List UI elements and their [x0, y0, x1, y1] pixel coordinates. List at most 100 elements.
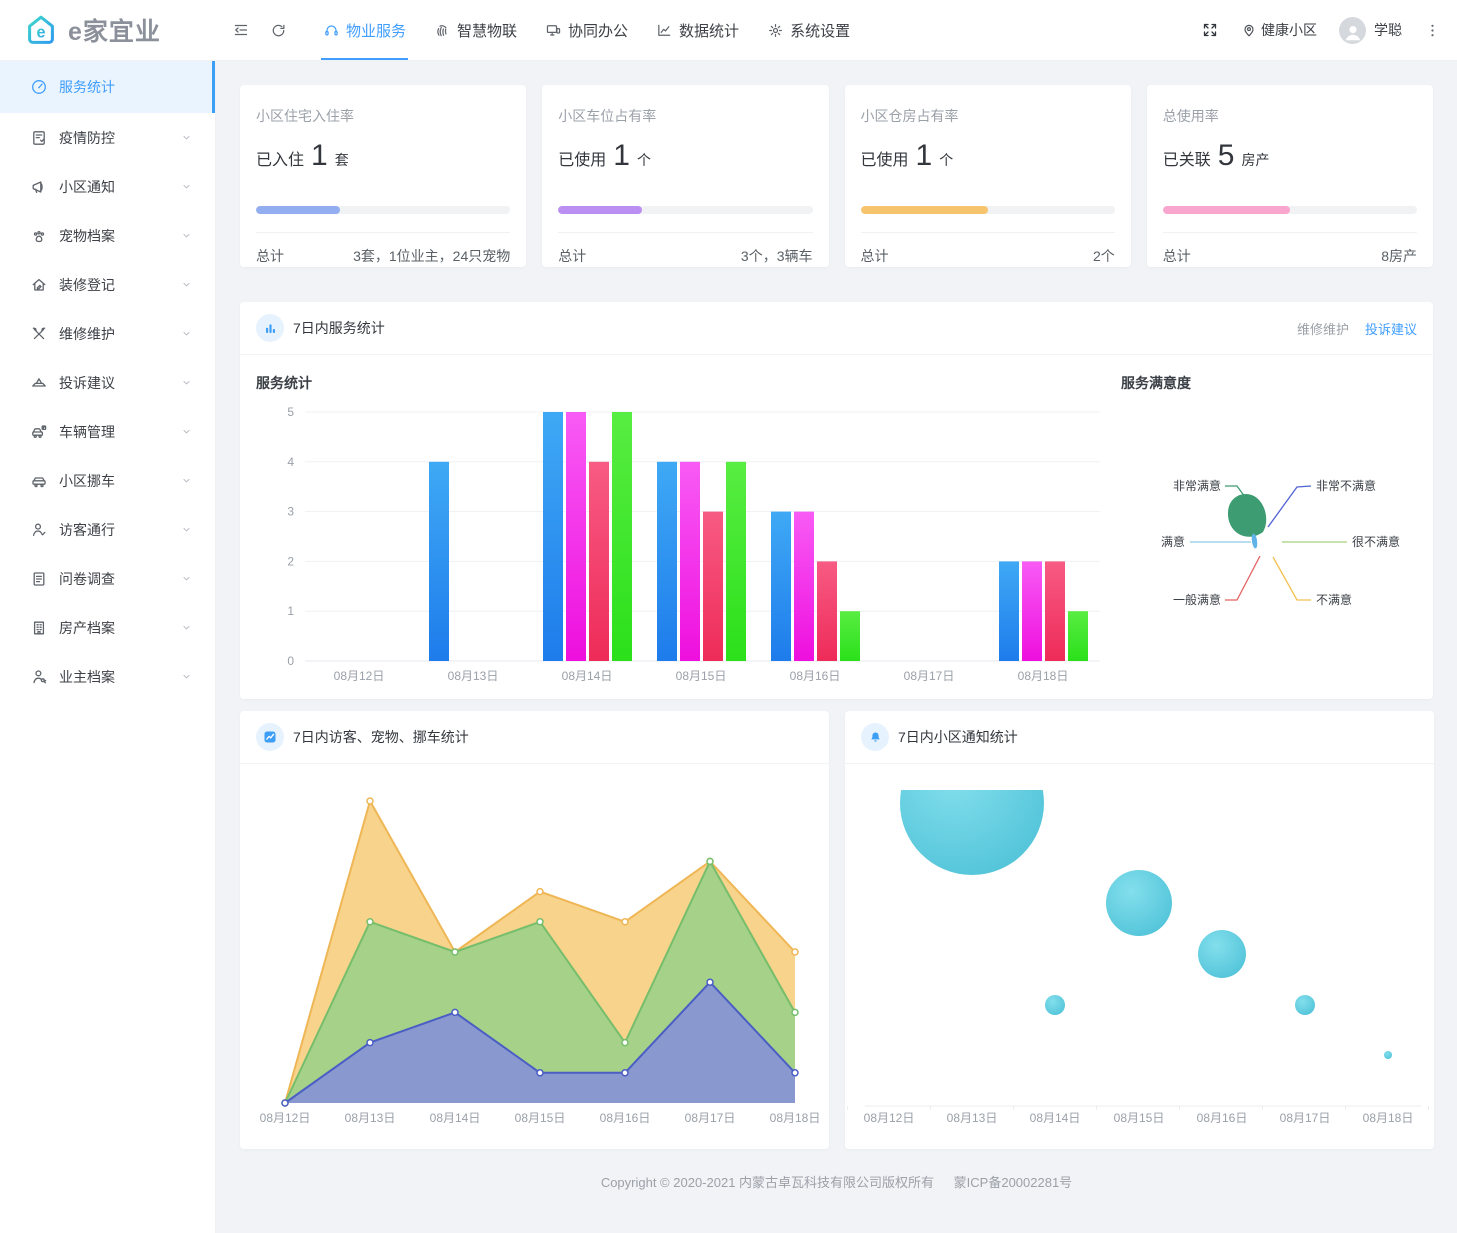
svg-text:08月12日: 08月12日 [260, 1111, 311, 1125]
more-options-button[interactable] [1424, 22, 1441, 39]
location-pin-icon [1244, 24, 1254, 37]
sidebar: 服务统计 疫情防控 小区通知宠物档案装修登记维修维护投诉建议车辆管理 小区挪车 访客通行… [0, 61, 216, 1233]
fullscreen-button[interactable] [1201, 21, 1219, 39]
sidebar-item-label: 投诉建议 [59, 374, 115, 391]
location-pin-icon [1241, 22, 1257, 38]
svg-text:08月17日: 08月17日 [1280, 1111, 1331, 1125]
toggle-inactive[interactable]: 维修维护 [1296, 321, 1349, 337]
chevron-down-icon [183, 331, 190, 336]
chevron-down-icon [183, 184, 190, 189]
sidebar-item[interactable]: 小区挪车 [0, 456, 215, 505]
avatar [1339, 16, 1366, 44]
collapse-icon [234, 24, 248, 36]
property-icon [33, 621, 45, 634]
sidebar-item[interactable]: 小区通知 [0, 162, 215, 211]
sidebar-item[interactable]: 访客通行 [0, 505, 215, 554]
logo-house-icon: e [28, 15, 54, 44]
sidebar-item[interactable]: 业主档案 [0, 652, 215, 701]
chevron-down-icon [183, 674, 190, 679]
avatar-person-icon [1345, 25, 1360, 40]
chevron-down-icon [183, 380, 190, 385]
svg-text:08月15日: 08月15日 [515, 1111, 566, 1125]
svg-text:08月15日: 08月15日 [1114, 1111, 1165, 1125]
stat-card: 总使用率 已关联 5 房产 总计 8房产 [1146, 85, 1433, 267]
community-name: 健康小区 [1261, 22, 1317, 38]
svg-text:08月16日: 08月16日 [790, 669, 841, 683]
toggle-active[interactable]: 投诉建议 [1364, 321, 1417, 337]
sidebar-item-label: 宠物档案 [59, 227, 115, 244]
logo-text: e家宜业 [68, 18, 161, 46]
community-switcher[interactable]: 健康小区 [1241, 20, 1317, 40]
svg-text:不满意: 不满意 [1316, 592, 1352, 607]
svg-text:很不满意: 很不满意 [1352, 534, 1400, 549]
stats-icon [658, 24, 671, 36]
panel-title: 7日内访客、宠物、挪车统计 [293, 729, 469, 745]
svg-text:2: 2 [287, 554, 294, 568]
card-total-value: 3个，3辆车 [740, 248, 813, 264]
vehicle-icon [32, 424, 47, 438]
svg-text:08月13日: 08月13日 [345, 1111, 396, 1125]
svg-text:08月17日: 08月17日 [904, 669, 955, 683]
sidebar-item[interactable]: 房产档案 [0, 603, 215, 652]
icp-number: 蒙ICP备20002281号 [953, 1175, 1073, 1190]
chevron-down-icon [183, 135, 190, 140]
progress-bar [1162, 206, 1417, 214]
svg-text:0: 0 [287, 654, 294, 668]
sidebar-item-label: 业主档案 [59, 668, 115, 685]
progress-bar [256, 206, 511, 214]
sidebar-collapse-button[interactable] [232, 21, 250, 39]
trend-chart-icon [256, 723, 284, 751]
nav-tab[interactable]: 物业服务 [309, 0, 420, 60]
card-value: 1 [915, 139, 933, 172]
card-value-unit: 房产 [1241, 152, 1270, 168]
sidebar-item[interactable]: 问卷调查 [0, 554, 215, 603]
service-bar-chart-block: 服务统计 0 1 2 3 4 5 08月12日 08月13日 08月14日 08月15日 08月16… [256, 373, 1110, 693]
nav-tab-label: 数据统计 [679, 22, 740, 40]
visitor-icon [32, 523, 46, 536]
svg-text:08月12日: 08月12日 [334, 669, 385, 683]
nav-tab[interactable]: 数据统计 [642, 0, 753, 60]
footer: Copyright © 2020-2021 内蒙古卓瓦科技有限公司版权所有 蒙I… [240, 1149, 1433, 1191]
svg-text:1: 1 [287, 604, 294, 618]
card-total-value: 2个 [1092, 248, 1115, 264]
pet-icon [33, 230, 45, 242]
refresh-button[interactable] [270, 22, 287, 39]
service-bar-chart: 0 1 2 3 4 5 08月12日 08月13日 08月14日 08月15日 08月16日 08月1… [256, 393, 1110, 693]
svg-text:08月18日: 08月18日 [1363, 1111, 1414, 1125]
card-total-label: 总计 [860, 248, 889, 264]
notice-icon [32, 180, 43, 193]
sidebar-item[interactable]: 服务统计 [0, 61, 215, 113]
card-total-label: 总计 [558, 248, 587, 264]
main-content: 小区住宅入住率 已入住 1 套总计 3套，1位业主，24只宠物 小区车位占有率 已使用 1 个总… [216, 61, 1457, 1233]
visitor-area-chart: 08月12日 08月13日 08月14日 08月15日 08月16日 08月17日 08月1… [240, 764, 829, 1148]
card-value-unit: 套 [334, 152, 349, 168]
chevron-down-icon [183, 576, 190, 581]
notice-bubble-chart: 08月12日 08月13日 08月14日 08月15日 08月16日 08月17日 08月1… [845, 764, 1434, 1148]
bar-chart-icon [265, 324, 275, 333]
card-title: 小区住宅入住率 [256, 108, 354, 124]
sidebar-item[interactable]: 疫情防控 [0, 113, 215, 162]
nav-tab[interactable]: 协同办公 [531, 0, 642, 60]
card-title: 总使用率 [1162, 108, 1219, 124]
sidebar-item-label: 维修维护 [59, 325, 115, 342]
top-header: e e家宜业 物业服务 智慧物联 协同办公 数据统计 系统设置 健康小区 学聪 [0, 0, 1457, 61]
sidebar-item[interactable]: 维修维护 [0, 309, 215, 358]
refresh-icon [272, 24, 285, 36]
card-value-unit: 个 [636, 152, 651, 168]
copyright-text: Copyright © 2020-2021 内蒙古卓瓦科技有限公司版权所有 [600, 1175, 935, 1190]
nav-tab[interactable]: 智慧物联 [420, 0, 531, 60]
sidebar-item[interactable]: 投诉建议 [0, 358, 215, 407]
sidebar-item[interactable]: 车辆管理 [0, 407, 215, 456]
user-menu[interactable]: 学聪 [1339, 16, 1402, 44]
satisfaction-chart-block: 服务满意度 非常满意 非常不满意 满意 很不满意 一般满意 不满意 [1121, 373, 1417, 693]
nav-tab[interactable]: 系统设置 [753, 0, 864, 60]
sidebar-item[interactable]: 装修登记 [0, 260, 215, 309]
notice-stats-panel: 7日内小区通知统计 08月12日 08月13日 08月14日 08月15日 08月16日… [845, 711, 1434, 1149]
chevron-down-icon [183, 478, 190, 483]
card-total-value: 8房产 [1381, 248, 1417, 264]
nav-tab-label: 系统设置 [790, 22, 851, 40]
fullscreen-icon [1203, 23, 1217, 37]
app-logo[interactable]: e e家宜业 [0, 0, 216, 60]
bell-icon [861, 723, 889, 751]
sidebar-item[interactable]: 宠物档案 [0, 211, 215, 260]
